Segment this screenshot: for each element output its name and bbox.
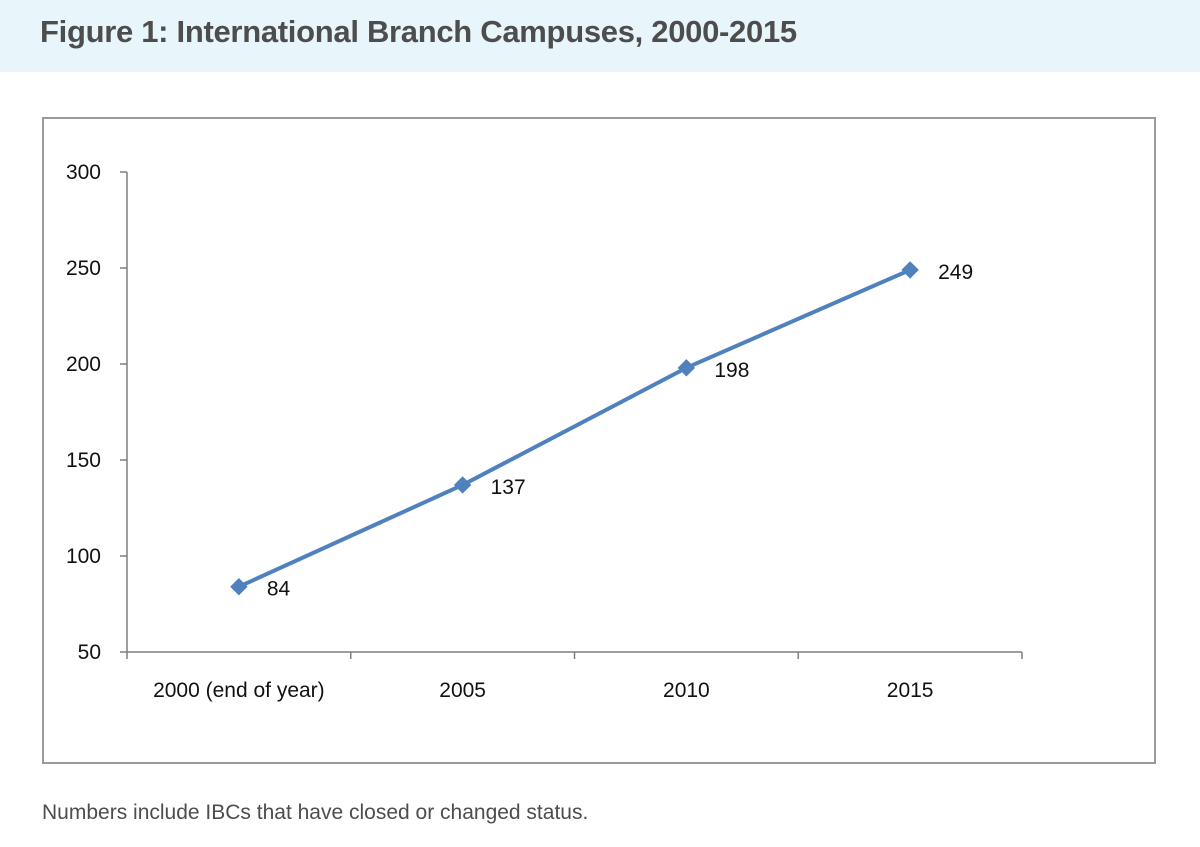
- x-category-label: 2015: [887, 679, 934, 702]
- y-tick-label: 50: [78, 641, 101, 664]
- data-label: 84: [267, 578, 291, 601]
- data-label: 198: [714, 359, 749, 382]
- series-line: [236, 267, 913, 589]
- chart-frame: [42, 117, 1156, 764]
- data-point-marker: [453, 476, 472, 494]
- data-point-marker: [677, 359, 696, 377]
- title-band: Figure 1: International Branch Campuses,…: [0, 0, 1200, 72]
- y-tick-label: 150: [66, 449, 101, 472]
- y-tick-label: 200: [66, 353, 101, 376]
- x-category-label: 2000 (end of year): [153, 679, 325, 702]
- x-category-label: 2010: [663, 679, 710, 702]
- y-tick-label: 300: [66, 161, 101, 184]
- x-category-label: 2005: [439, 679, 486, 702]
- data-point-marker: [901, 261, 919, 279]
- data-label: 249: [938, 261, 973, 284]
- figure-title: Figure 1: International Branch Campuses,…: [40, 14, 797, 49]
- figure-footnote: Numbers include IBCs that have closed or…: [42, 801, 589, 824]
- data-point-marker: [230, 578, 248, 596]
- y-tick-label: 250: [66, 257, 101, 280]
- data-label: 137: [491, 476, 526, 499]
- y-tick-label: 100: [66, 545, 101, 568]
